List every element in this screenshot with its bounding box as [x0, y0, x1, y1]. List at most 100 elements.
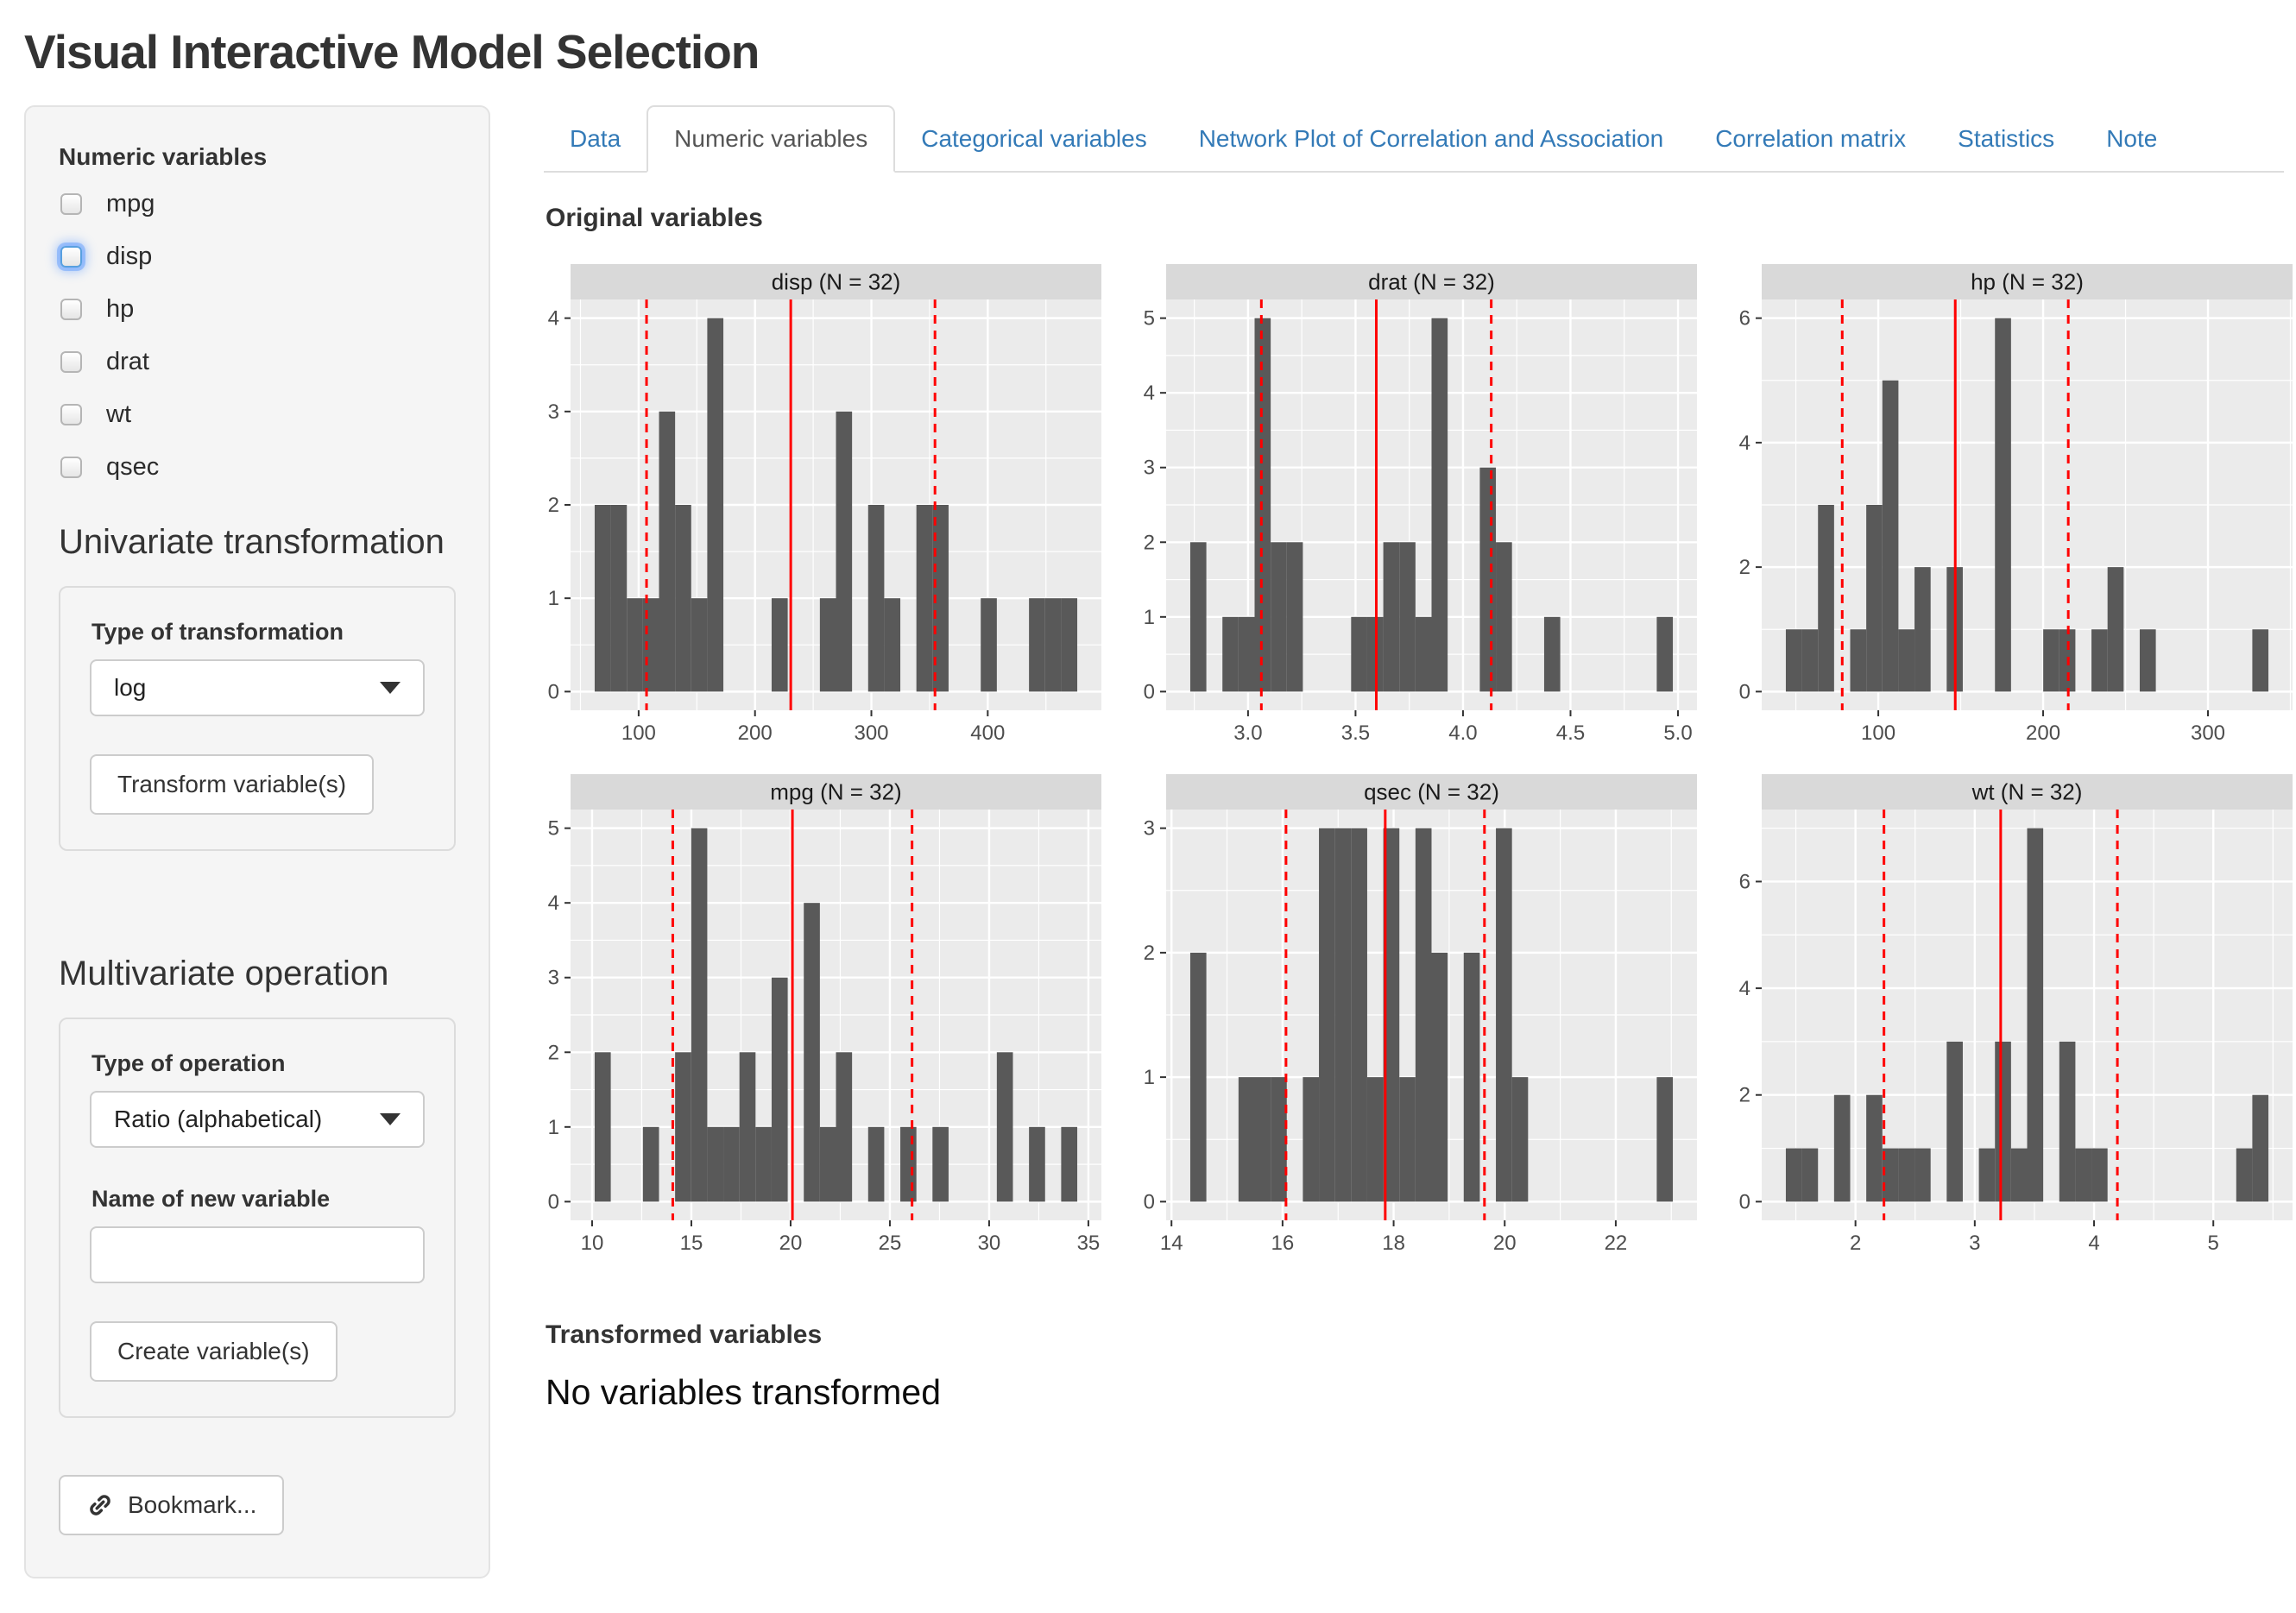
checkbox-disp[interactable]: disp [60, 243, 456, 271]
svg-text:300: 300 [854, 721, 888, 745]
svg-text:18: 18 [1382, 1232, 1405, 1255]
svg-text:4: 4 [1144, 381, 1155, 405]
svg-text:200: 200 [2026, 721, 2060, 745]
svg-text:5: 5 [1144, 307, 1155, 331]
transformed-variables-heading: Transformed variables [546, 1320, 823, 1349]
svg-text:20: 20 [1493, 1232, 1517, 1255]
original-variables-heading: Original variables [546, 204, 763, 232]
svg-text:2: 2 [1850, 1232, 1861, 1255]
svg-text:0: 0 [548, 1190, 559, 1213]
operation-select[interactable]: Ratio (alphabetical) [90, 1091, 425, 1148]
checkbox-label: wt [106, 400, 131, 428]
transformation-select[interactable]: log [90, 659, 425, 716]
svg-text:4.5: 4.5 [1556, 721, 1585, 745]
svg-text:hp (N = 32): hp (N = 32) [1971, 269, 2084, 295]
svg-text:4: 4 [548, 892, 559, 915]
multivariate-heading: Multivariate operation [59, 955, 389, 992]
svg-text:0: 0 [1739, 680, 1750, 703]
svg-text:3: 3 [1969, 1232, 1980, 1255]
transform-button[interactable]: Transform variable(s) [90, 754, 375, 815]
main-layout: Numeric variables mpg disp hp drat wt qsec Un… [24, 105, 2293, 1578]
checkbox-box-qsec[interactable] [60, 457, 82, 478]
new-variable-input[interactable] [90, 1226, 425, 1283]
svg-text:qsec (N = 32): qsec (N = 32) [1364, 779, 1499, 805]
svg-text:200: 200 [738, 721, 773, 745]
chevron-down-icon [380, 1113, 401, 1125]
new-variable-label: Name of new variable [91, 1186, 331, 1212]
svg-text:10: 10 [581, 1232, 604, 1255]
tab-numeric-variables[interactable]: Numeric variables [647, 105, 896, 173]
svg-text:drat (N = 32): drat (N = 32) [1368, 269, 1495, 295]
svg-text:4: 4 [1739, 432, 1750, 455]
sidebar: Numeric variables mpg disp hp drat wt qsec Un… [24, 105, 490, 1578]
svg-text:16: 16 [1271, 1232, 1295, 1255]
tab-statistics[interactable]: Statistics [1958, 125, 2055, 152]
chevron-down-icon [380, 682, 401, 694]
checkbox-hp[interactable]: hp [60, 295, 456, 324]
svg-text:3: 3 [1144, 817, 1155, 841]
svg-text:5: 5 [548, 817, 559, 841]
svg-text:0: 0 [1144, 1190, 1155, 1213]
svg-text:100: 100 [1861, 721, 1895, 745]
checkbox-mpg[interactable]: mpg [60, 190, 456, 218]
checkbox-box-wt[interactable] [60, 404, 82, 425]
svg-text:3: 3 [1144, 457, 1155, 480]
checkbox-qsec[interactable]: qsec [60, 453, 456, 482]
histogram-drat: drat (N = 32) 3.0 3.5 4.0 4.5 5.0 0 1 2 3 4 5 [1144, 264, 1697, 745]
svg-text:disp (N = 32): disp (N = 32) [772, 269, 901, 295]
svg-text:0: 0 [548, 680, 559, 703]
tab-network-plot-of-correlation-and-association[interactable]: Network Plot of Correlation and Associat… [1198, 125, 1664, 152]
checkbox-box-mpg[interactable] [60, 193, 82, 215]
histogram-mpg: mpg (N = 32) 10 15 20 25 30 35 0 1 2 3 4 5 [548, 774, 1101, 1255]
svg-text:14: 14 [1160, 1232, 1183, 1255]
svg-text:300: 300 [2191, 721, 2225, 745]
histogram-qsec: qsec (N = 32) 14 16 18 20 22 0 1 2 3 [1144, 774, 1697, 1255]
svg-text:35: 35 [1077, 1232, 1101, 1255]
multivariate-panel: Type of operation Ratio (alphabetical) N… [59, 1018, 456, 1418]
type-of-transformation-label: Type of transformation [91, 619, 344, 645]
svg-text:100: 100 [621, 721, 656, 745]
svg-text:6: 6 [1739, 870, 1750, 893]
operation-select-value: Ratio (alphabetical) [114, 1106, 323, 1132]
histogram-disp: disp (N = 32) 100 200 300 400 0 1 2 3 4 [548, 264, 1101, 745]
bookmark-button[interactable]: Bookmark... [59, 1475, 285, 1535]
svg-text:5.0: 5.0 [1663, 721, 1692, 745]
svg-text:15: 15 [680, 1232, 703, 1255]
type-of-operation-label: Type of operation [91, 1050, 286, 1076]
svg-text:22: 22 [1605, 1232, 1628, 1255]
checkbox-label: mpg [106, 190, 155, 217]
svg-text:2: 2 [1739, 556, 1750, 579]
checkbox-label: qsec [106, 453, 160, 481]
svg-text:4: 4 [548, 307, 559, 331]
svg-text:1: 1 [1144, 606, 1155, 629]
svg-text:2: 2 [1144, 942, 1155, 965]
transformation-select-value: log [114, 674, 147, 701]
svg-text:2: 2 [548, 494, 559, 517]
tab-data[interactable]: Data [570, 125, 621, 152]
svg-text:5: 5 [2208, 1232, 2219, 1255]
svg-text:6: 6 [1739, 307, 1750, 331]
checkbox-wt[interactable]: wt [60, 400, 456, 429]
histogram-wt: wt (N = 32) 2 3 4 5 0 2 4 6 [1739, 774, 2293, 1255]
checkbox-box-disp[interactable] [60, 246, 82, 268]
checkbox-label: disp [106, 243, 153, 270]
svg-text:3: 3 [548, 967, 559, 990]
svg-text:400: 400 [970, 721, 1005, 745]
checkbox-box-hp[interactable] [60, 299, 82, 320]
create-variable-button[interactable]: Create variable(s) [90, 1321, 337, 1382]
tab-note[interactable]: Note [2106, 125, 2158, 152]
univariate-panel: Type of transformation log Transform var… [59, 586, 456, 851]
svg-text:4: 4 [1739, 977, 1750, 1000]
svg-text:2: 2 [548, 1041, 559, 1064]
tab-categorical-variables[interactable]: Categorical variables [921, 125, 1147, 152]
svg-text:2: 2 [1144, 531, 1155, 554]
svg-text:3.0: 3.0 [1233, 721, 1262, 745]
tab-correlation-matrix[interactable]: Correlation matrix [1715, 125, 1907, 152]
checkbox-label: drat [106, 348, 149, 375]
numeric-variable-list: mpg disp hp drat wt qsec [59, 190, 456, 482]
svg-text:3.5: 3.5 [1341, 721, 1370, 745]
svg-text:3: 3 [548, 400, 559, 424]
checkbox-drat[interactable]: drat [60, 348, 456, 376]
checkbox-box-drat[interactable] [60, 351, 82, 373]
